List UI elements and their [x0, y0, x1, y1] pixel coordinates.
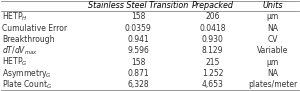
Text: μm: μm	[266, 58, 279, 67]
Text: Variable: Variable	[257, 46, 288, 55]
Text: Asymmetry$_G$: Asymmetry$_G$	[2, 67, 52, 80]
Text: Cumulative Error: Cumulative Error	[2, 24, 67, 33]
Text: 0.871: 0.871	[127, 69, 149, 78]
Text: Stainless Steel Transition: Stainless Steel Transition	[88, 1, 188, 10]
Text: μm: μm	[266, 12, 279, 21]
Text: 0.941: 0.941	[127, 35, 149, 44]
Text: NA: NA	[267, 69, 278, 78]
Text: 4,653: 4,653	[202, 80, 224, 89]
Text: 9.596: 9.596	[127, 46, 149, 55]
Text: Prepacked: Prepacked	[192, 1, 234, 10]
Text: 0.0418: 0.0418	[200, 24, 226, 33]
Text: Units: Units	[262, 1, 283, 10]
Text: $dT/dV_{max}$: $dT/dV_{max}$	[2, 44, 38, 57]
Text: HETP$_G$: HETP$_G$	[2, 56, 28, 68]
Text: 215: 215	[206, 58, 220, 67]
Text: 158: 158	[131, 12, 145, 21]
Text: CV: CV	[267, 35, 278, 44]
Text: Plate Count$_G$: Plate Count$_G$	[2, 78, 52, 91]
Text: Breakthrough: Breakthrough	[2, 35, 55, 44]
Text: NA: NA	[267, 24, 278, 33]
Text: plates/meter: plates/meter	[248, 80, 297, 89]
Text: HETP$_H$: HETP$_H$	[2, 11, 28, 23]
Text: 0.0359: 0.0359	[125, 24, 152, 33]
Text: 158: 158	[131, 58, 145, 67]
Text: 206: 206	[206, 12, 220, 21]
Text: 0.930: 0.930	[202, 35, 224, 44]
Text: 8.129: 8.129	[202, 46, 224, 55]
Text: 1.252: 1.252	[202, 69, 224, 78]
Text: 6,328: 6,328	[127, 80, 149, 89]
